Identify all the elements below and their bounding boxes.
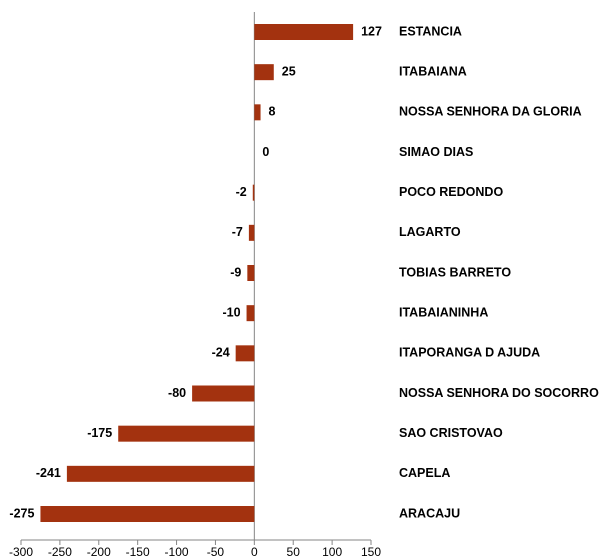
bar bbox=[192, 385, 255, 402]
bar bbox=[66, 465, 255, 482]
bar bbox=[254, 64, 274, 81]
data-label: -9 bbox=[230, 265, 241, 279]
x-tick-label: 50 bbox=[287, 545, 301, 559]
x-tick-label: -250 bbox=[48, 545, 72, 559]
data-label: -10 bbox=[222, 305, 240, 319]
data-label: -275 bbox=[9, 506, 34, 520]
x-tick-label: -100 bbox=[165, 545, 189, 559]
category-label: ESTANCIA bbox=[399, 24, 462, 38]
bar bbox=[252, 184, 255, 201]
x-tick-label: -300 bbox=[9, 545, 33, 559]
x-tick-label: 100 bbox=[322, 545, 342, 559]
data-label: -241 bbox=[36, 466, 61, 480]
category-label: TOBIAS BARRETO bbox=[399, 265, 511, 279]
category-label: NOSSA SENHORA DO SOCORRO bbox=[399, 386, 599, 400]
bar bbox=[248, 224, 255, 241]
bar bbox=[40, 506, 255, 522]
category-label: ITABAIANINHA bbox=[399, 305, 488, 319]
x-tick-label: 0 bbox=[251, 545, 258, 559]
category-label: NOSSA SENHORA DA GLORIA bbox=[399, 105, 582, 119]
data-label: -175 bbox=[87, 426, 112, 440]
x-tick-label: -150 bbox=[126, 545, 150, 559]
bar bbox=[254, 104, 261, 121]
x-tick-label: -50 bbox=[207, 545, 225, 559]
data-label: 8 bbox=[269, 105, 276, 119]
bar bbox=[235, 345, 255, 362]
data-label: -24 bbox=[212, 346, 230, 360]
category-label: CAPELA bbox=[399, 466, 450, 480]
x-tick-label: -200 bbox=[87, 545, 111, 559]
data-label: -7 bbox=[232, 225, 243, 239]
data-label: -2 bbox=[236, 185, 247, 199]
data-label: -80 bbox=[168, 386, 186, 400]
data-label: 127 bbox=[361, 24, 382, 38]
bar bbox=[254, 24, 354, 40]
bar bbox=[247, 265, 255, 281]
category-label: ARACAJU bbox=[399, 506, 460, 520]
category-label: ITABAIANA bbox=[399, 64, 467, 78]
bar bbox=[246, 305, 255, 322]
category-label: POCO REDONDO bbox=[399, 185, 503, 199]
category-label: ITAPORANGA D AJUDA bbox=[399, 346, 540, 360]
category-label: SAO CRISTOVAO bbox=[399, 426, 503, 440]
category-label: LAGARTO bbox=[399, 225, 461, 239]
category-label: SIMAO DIAS bbox=[399, 145, 473, 159]
data-label: 25 bbox=[282, 64, 296, 78]
x-tick-label: 150 bbox=[361, 545, 381, 559]
data-label: 0 bbox=[262, 145, 269, 159]
bar bbox=[118, 425, 255, 442]
